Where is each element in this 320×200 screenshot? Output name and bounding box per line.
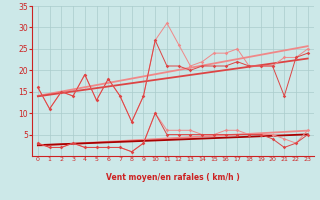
X-axis label: Vent moyen/en rafales ( km/h ): Vent moyen/en rafales ( km/h ) [106,173,240,182]
